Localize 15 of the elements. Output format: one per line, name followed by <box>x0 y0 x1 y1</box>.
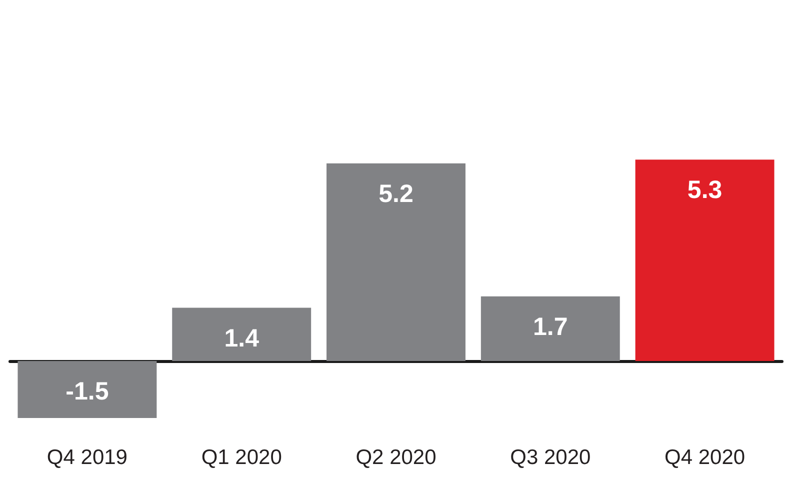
bar <box>18 361 157 418</box>
data-label: 1.7 <box>533 312 568 341</box>
bar <box>326 163 466 361</box>
x-tick-label: Q1 2020 <box>201 446 282 469</box>
data-label: 5.2 <box>378 180 414 208</box>
data-label: 5.3 <box>687 176 722 204</box>
bar <box>480 296 620 361</box>
bar <box>172 308 312 361</box>
x-tick-label: Q4 2020 <box>664 446 746 469</box>
x-tick-label: Q2 2020 <box>356 446 436 469</box>
x-tick-label: Q3 2020 <box>510 446 591 469</box>
data-label: -1.5 <box>66 378 109 406</box>
data-label: 1.4 <box>224 324 260 352</box>
x-tick-label: Q4 2019 <box>46 446 128 469</box>
bar <box>635 160 774 361</box>
